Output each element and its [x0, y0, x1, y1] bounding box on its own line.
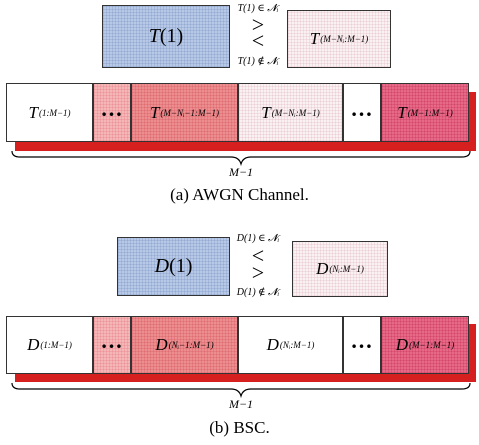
b-cell-4-sub: (Nᵢ:M−1)	[279, 340, 315, 350]
a-cell-1-sub: (1:M−1)	[38, 107, 71, 118]
a-top-right-symbol: T	[309, 29, 320, 48]
a-top-left-arg: (1)	[159, 25, 184, 47]
a-compare-gt: >	[251, 12, 265, 37]
a-brace-label: M−1	[228, 165, 254, 179]
a-cell-4-sub: (M−Nᵢ:M−1)	[271, 107, 320, 118]
b-cell-4-symbol: D	[266, 335, 279, 354]
b-cell-3-symbol: D	[155, 335, 168, 354]
b-top-left-symbol: D	[154, 255, 170, 277]
b-cell-1-symbol: D	[27, 335, 40, 354]
a-caption: (a) AWGN Channel.	[170, 185, 309, 204]
b-compare-lt: <	[251, 243, 265, 268]
b-cell-4: D (Nᵢ:M−1)	[238, 316, 343, 374]
a-top-left-box: T (1)	[102, 5, 230, 68]
b-cond-bottom: D(1) ∉ 𝓝ᵢ	[236, 287, 280, 298]
a-cell-4-symbol: T	[261, 102, 271, 122]
b-cell-6-symbol: D	[395, 335, 409, 354]
b-cell-1-sub: (1:M−1)	[40, 340, 72, 350]
a-top-left-symbol: T	[148, 25, 160, 47]
a-cell-6: T (M−1:M−1)	[381, 83, 469, 142]
a-cell-3-symbol: T	[149, 102, 160, 122]
b-top-right-box: D (Nᵢ:M−1)	[292, 241, 388, 297]
a-cell-6-symbol: T	[397, 102, 407, 122]
b-brace	[11, 382, 471, 398]
b-top-right-sub: (Nᵢ:M−1)	[329, 264, 364, 274]
a-cell-ellipsis-1: …	[93, 83, 131, 142]
a-cell-3: T (M−Nᵢ−1:M−1)	[131, 83, 238, 142]
b-cell-6: D (M−1:M−1)	[381, 316, 469, 374]
a-cond-top: T(1) ∈ 𝓝ᵢ	[237, 3, 279, 14]
b-top-right-symbol: D	[316, 259, 329, 278]
a-cell-1: T (1:M−1)	[6, 83, 93, 142]
b-cond-top: D(1) ∈ 𝓝ᵢ	[236, 233, 280, 244]
b-cell-6-sub: (M−1:M−1)	[409, 340, 455, 350]
b-caption: (b) BSC.	[209, 418, 270, 437]
b-compare-gt: >	[251, 260, 265, 285]
b-cell-1: D (1:M−1)	[6, 316, 93, 374]
a-top-right-sub: (M−Nᵢ:M−1)	[320, 34, 369, 44]
b-cell-3: D (Nᵢ−1:M−1)	[131, 316, 238, 374]
a-compare-lt: <	[251, 28, 265, 53]
a-cell-1-symbol: T	[28, 102, 38, 122]
b-cell-ellipsis-2: …	[343, 316, 381, 374]
b-brace-label: M−1	[228, 397, 254, 411]
a-cell-ellipsis-2: …	[343, 83, 381, 142]
b-cell-3-sub: (Nᵢ−1:M−1)	[168, 340, 214, 350]
a-top-right-box: T (M−Nᵢ:M−1)	[287, 10, 391, 68]
a-cond-bottom: T(1) ∉ 𝓝ᵢ	[237, 56, 279, 67]
a-cell-3-sub: (M−Nᵢ−1:M−1)	[160, 107, 220, 118]
a-cell-6-sub: (M−1:M−1)	[407, 107, 453, 118]
a-brace	[11, 150, 471, 166]
b-top-left-box: D (1)	[117, 237, 230, 296]
b-cell-ellipsis-1: …	[93, 316, 131, 374]
b-top-left-arg: (1)	[169, 255, 193, 277]
a-cell-4: T (M−Nᵢ:M−1)	[238, 83, 343, 142]
